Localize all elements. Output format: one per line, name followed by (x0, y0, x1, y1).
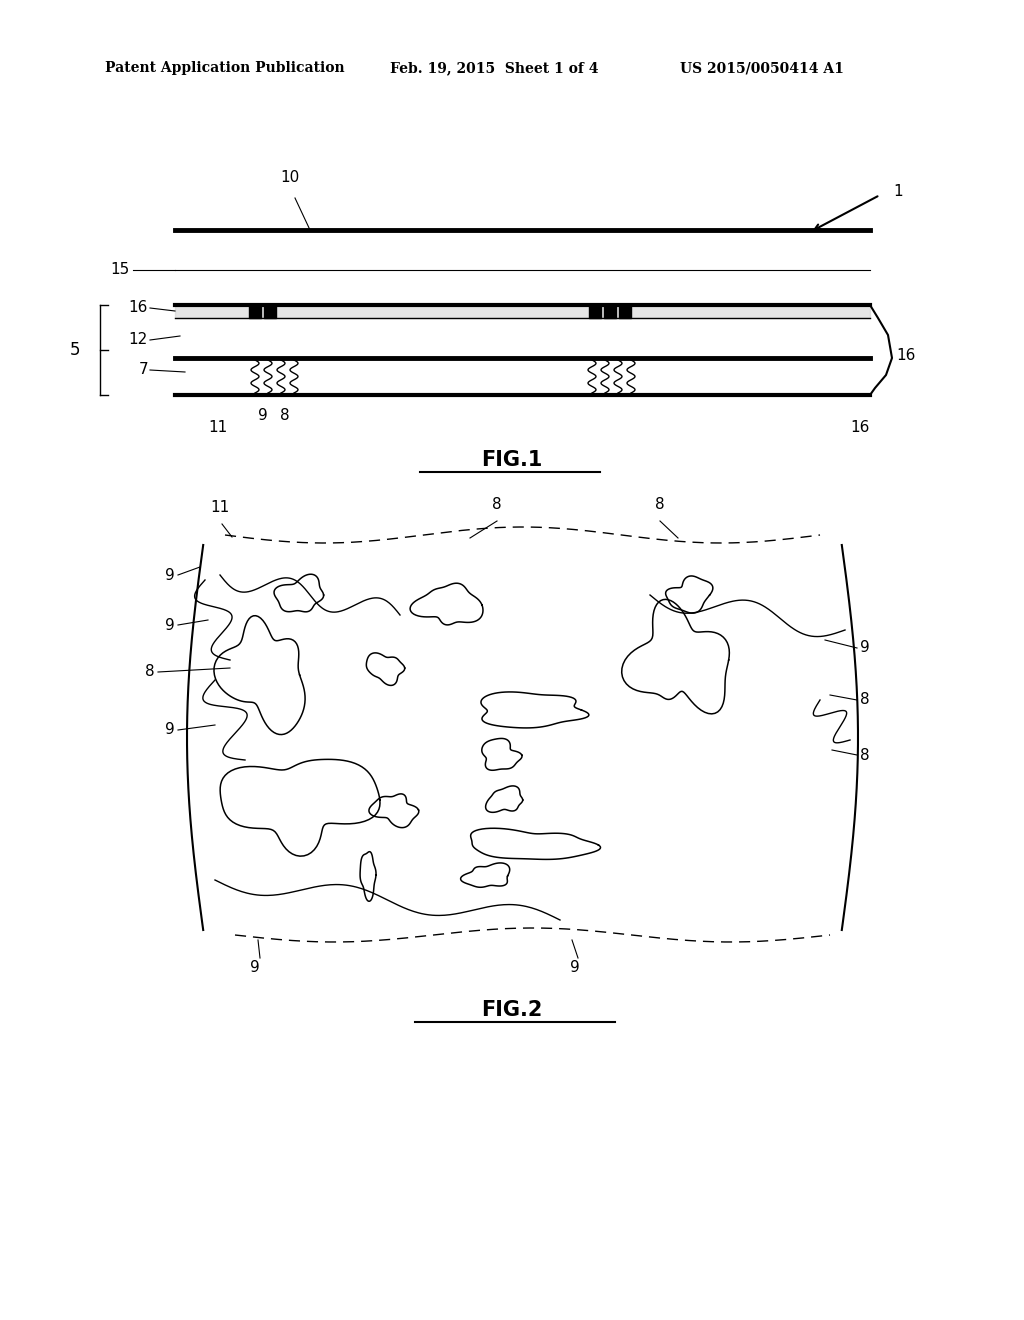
Text: FIG.1: FIG.1 (481, 450, 543, 470)
Text: 5: 5 (70, 341, 80, 359)
Text: 12: 12 (129, 333, 148, 347)
Text: 9: 9 (860, 640, 869, 656)
Text: 16: 16 (896, 347, 915, 363)
Text: 11: 11 (210, 500, 229, 515)
Text: Feb. 19, 2015  Sheet 1 of 4: Feb. 19, 2015 Sheet 1 of 4 (390, 61, 598, 75)
Text: 9: 9 (165, 722, 175, 738)
Text: 7: 7 (138, 363, 148, 378)
Text: Patent Application Publication: Patent Application Publication (105, 61, 345, 75)
Text: 8: 8 (655, 498, 665, 512)
Text: 9: 9 (250, 960, 260, 975)
Text: 15: 15 (111, 263, 130, 277)
Text: 8: 8 (145, 664, 155, 680)
Text: 8: 8 (281, 408, 290, 422)
Text: 9: 9 (570, 960, 580, 975)
Text: US 2015/0050414 A1: US 2015/0050414 A1 (680, 61, 844, 75)
Text: 8: 8 (860, 747, 869, 763)
Text: 1: 1 (893, 185, 902, 199)
Text: 9: 9 (165, 618, 175, 632)
Text: 9: 9 (165, 568, 175, 582)
Text: 8: 8 (492, 498, 502, 512)
Text: 10: 10 (281, 170, 300, 185)
Text: 9: 9 (258, 408, 268, 422)
Text: 16: 16 (850, 420, 869, 436)
Text: 8: 8 (860, 693, 869, 708)
Text: FIG.2: FIG.2 (481, 1001, 543, 1020)
Text: 16: 16 (129, 301, 148, 315)
Text: 11: 11 (208, 420, 227, 436)
